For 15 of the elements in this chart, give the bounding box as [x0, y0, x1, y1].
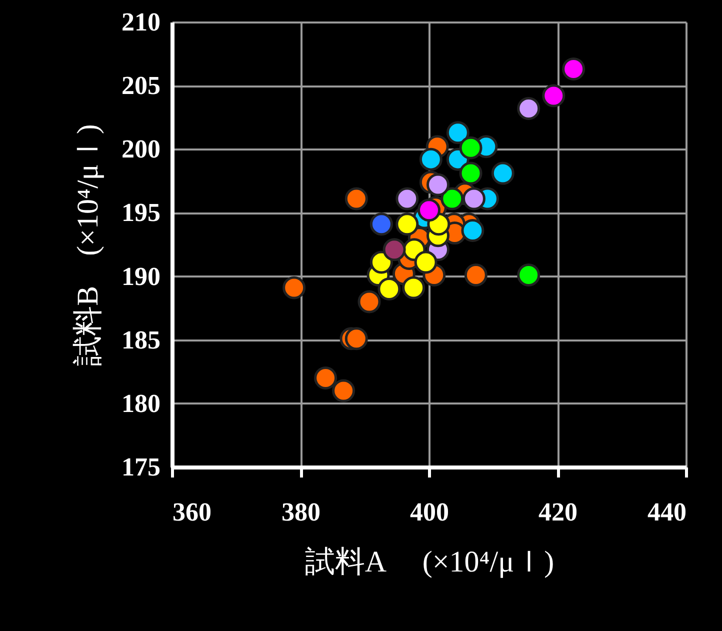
y-tick-label: 175: [122, 452, 160, 482]
x-tick-label: 400: [410, 498, 449, 526]
x-tick-label: 380: [282, 498, 320, 526]
x-axis-title: 試料A (×10⁴/μｌ): [304, 546, 554, 578]
y-tick-label: 190: [122, 262, 160, 291]
y-tick-label: 210: [122, 8, 160, 36]
y-tick-label: 180: [122, 388, 160, 418]
y-tick-label: 195: [122, 198, 160, 228]
y-tick-label: 205: [122, 71, 160, 100]
y-tick-label: 200: [122, 134, 160, 164]
x-tick-label: 360: [172, 498, 212, 526]
x-tick-label: 420: [538, 498, 578, 526]
y-axis-title: 試料B (×10⁴/μｌ): [72, 124, 104, 366]
y-tick-label: 185: [122, 325, 160, 354]
x-tick-label: 440: [648, 498, 686, 526]
